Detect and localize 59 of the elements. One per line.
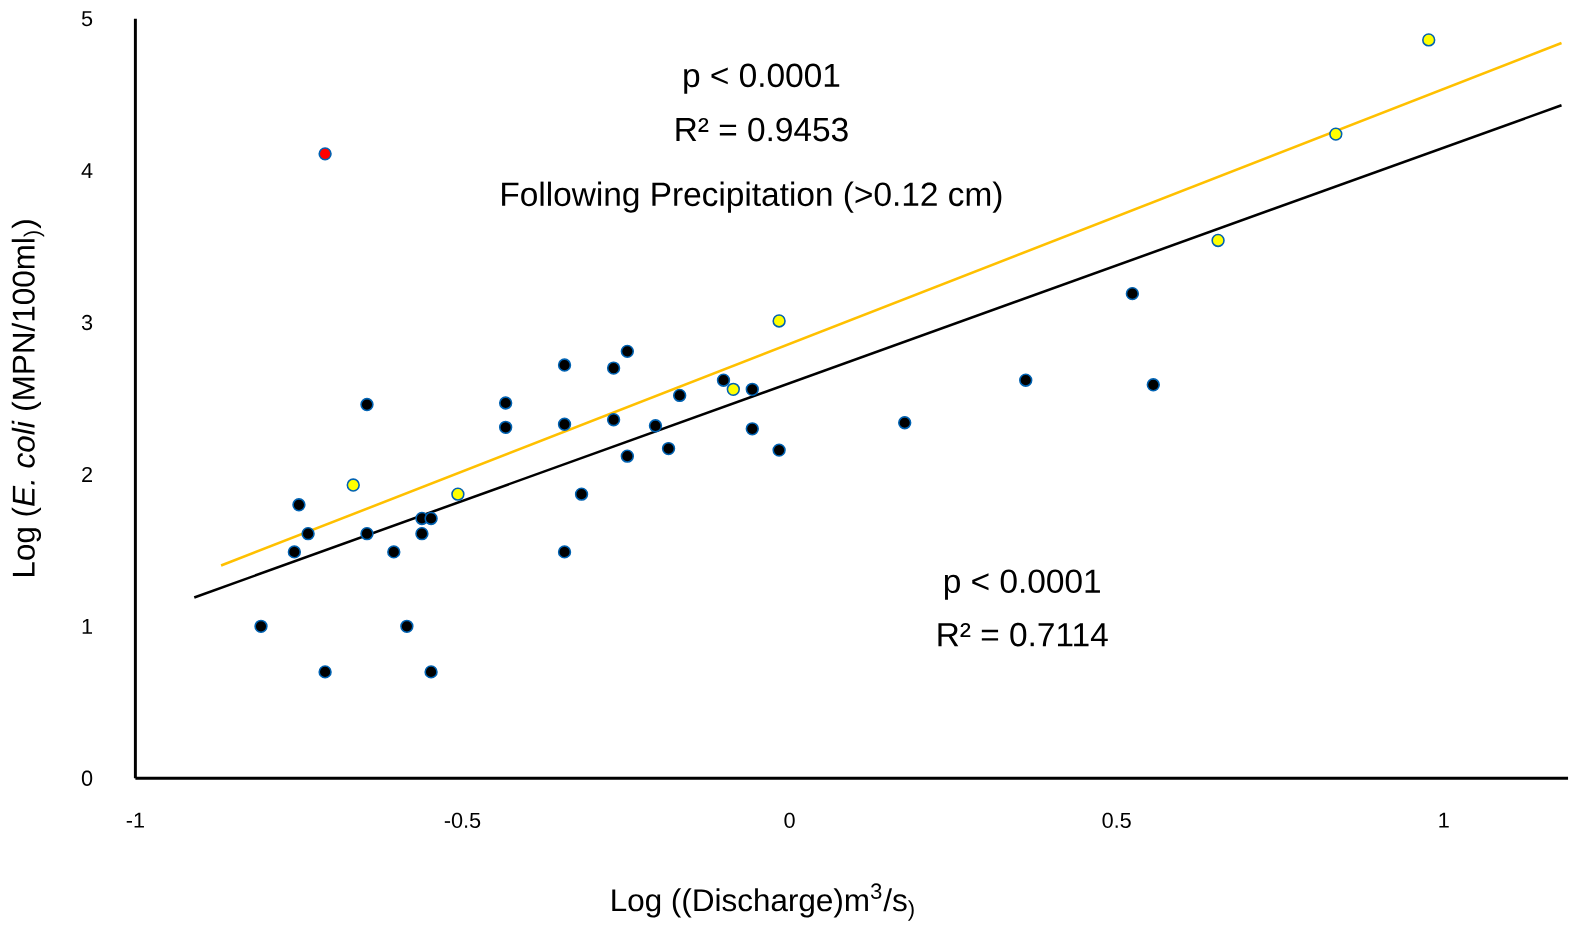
- point: [360, 527, 374, 541]
- x-tick-label: -0.5: [444, 812, 481, 829]
- point: [1019, 373, 1033, 388]
- point: [661, 442, 676, 456]
- point: [318, 147, 332, 161]
- point: [1125, 287, 1140, 301]
- point: [498, 420, 513, 435]
- point: [716, 373, 731, 388]
- point: [287, 545, 302, 559]
- point: [620, 344, 635, 359]
- x-axis-title: Log ((Discharge)m$^{3}$/s$_{)}$: [612, 883, 914, 921]
- point: [254, 619, 268, 634]
- point: [620, 449, 635, 464]
- y-tick-label: 2: [82, 467, 92, 483]
- point: [1211, 233, 1225, 248]
- point: [898, 416, 912, 430]
- point: [557, 417, 572, 432]
- point: [292, 498, 306, 512]
- annotation: p < 0.0001: [944, 569, 1100, 600]
- point: [301, 527, 315, 541]
- point: [557, 358, 572, 372]
- point: [745, 382, 759, 397]
- annotation: R² = 0.9453: [676, 117, 848, 142]
- point: [606, 361, 621, 375]
- point: [360, 398, 374, 412]
- point: [772, 314, 786, 328]
- point: [415, 527, 429, 541]
- point: [606, 413, 621, 427]
- annotation: Following Precipitation (>0.12 cm): [502, 181, 1002, 213]
- point: [1422, 33, 1436, 47]
- point: [726, 382, 740, 397]
- annotation: p < 0.0001: [684, 63, 840, 94]
- x-tick-label: 0: [784, 812, 795, 829]
- point: [745, 422, 759, 436]
- y-tick-label: 0: [81, 770, 93, 787]
- point: [574, 487, 589, 502]
- point: [346, 478, 360, 492]
- y-tick-label: 4: [81, 163, 93, 179]
- point: [672, 388, 687, 403]
- point: [648, 419, 663, 433]
- point: [498, 396, 513, 410]
- point: [557, 545, 572, 559]
- point: [772, 443, 786, 457]
- y-tick-label: 1: [82, 619, 93, 634]
- y-tick-label: 5: [81, 11, 93, 27]
- y-tick-label: 3: [81, 315, 93, 331]
- point: [400, 619, 414, 634]
- point: [451, 487, 465, 502]
- point: [424, 511, 438, 526]
- annotation: R² = 0.7114: [938, 623, 1108, 647]
- x-tick-label: 1: [1439, 812, 1449, 828]
- x-tick-label: 0.5: [1102, 812, 1131, 829]
- point: [1329, 127, 1343, 141]
- point: [318, 665, 332, 679]
- point: [387, 545, 401, 559]
- point: [424, 665, 438, 679]
- y-axis-title: Log (E. coli (MPN/100ml$_{)}$): [11, 220, 45, 577]
- point: [1146, 378, 1160, 392]
- x-tick-label: -1: [126, 812, 144, 828]
